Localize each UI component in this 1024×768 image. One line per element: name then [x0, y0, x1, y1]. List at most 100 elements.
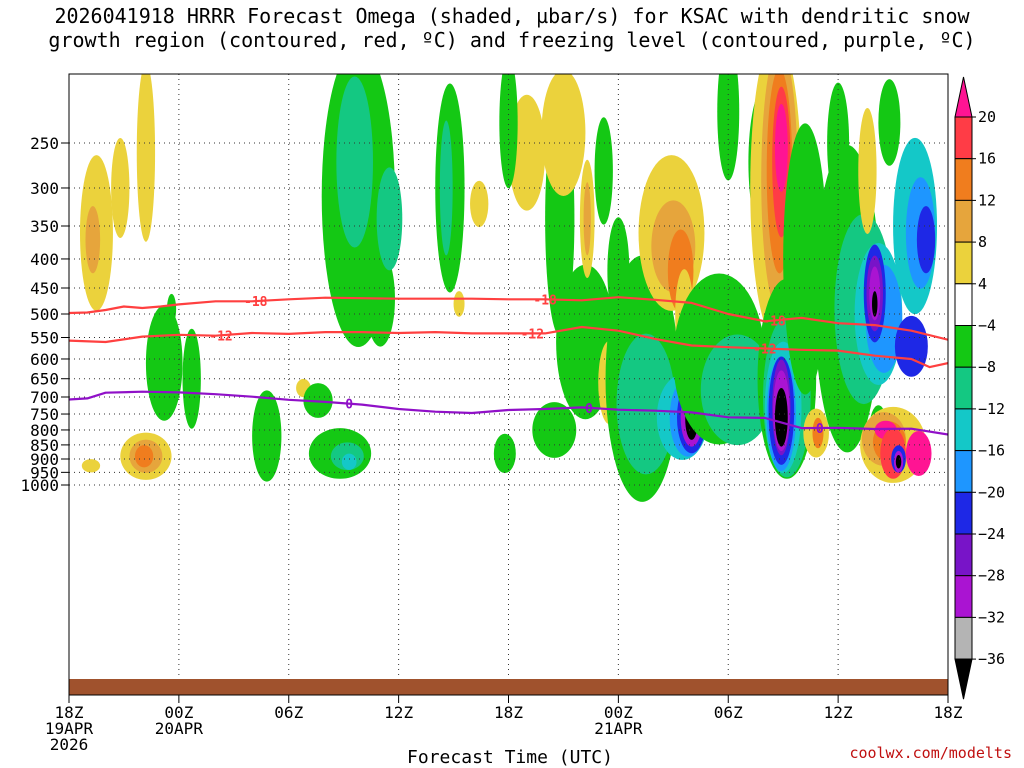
omega-region-w1 — [858, 107, 877, 234]
colorbar-arrow-bottom — [954, 658, 973, 700]
omega-region-g8 — [872, 291, 878, 317]
omega-region-g5 — [894, 315, 928, 377]
colorbar-bin — [954, 199, 973, 243]
contour-label: -12 — [753, 342, 776, 357]
y-tick-label: 900 — [30, 450, 59, 469]
colorbar-label: 12 — [978, 191, 996, 209]
chart-title-line-1: 2026041918 HRRR Forecast Omega (shaded, … — [54, 4, 970, 28]
omega-region-w2 — [583, 182, 591, 256]
colorbar-bin — [954, 116, 973, 160]
omega-region-g2 — [439, 120, 453, 256]
x-tick-label: 2026 — [50, 735, 89, 754]
omega-region-g1 — [493, 433, 516, 474]
colorbar-bin — [954, 616, 973, 660]
omega-region-g2 — [336, 76, 373, 248]
y-tick-label: 700 — [30, 388, 59, 407]
colorbar-bin — [954, 575, 973, 618]
colorbar-bin — [954, 408, 973, 452]
omega-region-g1 — [878, 79, 901, 166]
contour-label: -18 — [244, 295, 268, 310]
y-tick-label: 250 — [30, 134, 59, 153]
y-tick-label: 550 — [30, 329, 59, 348]
y-tick-label: 950 — [30, 463, 59, 482]
isotherm-line-freezing — [69, 390, 948, 436]
colorbar-bin — [954, 533, 973, 577]
omega-region-w3 — [812, 417, 824, 449]
x-tick-label: 12Z — [384, 703, 413, 722]
chart-title-line-2: growth region (contoured, red, ºC) and f… — [48, 28, 976, 52]
omega-region-w1 — [136, 74, 156, 242]
omega-region-g1 — [827, 82, 850, 204]
contour-label: -18 — [533, 293, 557, 308]
colorbar-label: 8 — [978, 233, 987, 251]
colorbar-label: −8 — [978, 358, 996, 376]
y-axis: 2503003504004505005506006507007508008509… — [20, 134, 69, 495]
isotherm-line-dgz — [69, 325, 948, 369]
y-tick-label: 650 — [30, 370, 59, 389]
colorbar-bin — [954, 366, 973, 410]
x-tick-label: 21APR — [594, 719, 643, 738]
omega-region-w3 — [134, 445, 154, 468]
x-tick-label: 12Z — [824, 703, 853, 722]
colorbar-bin — [954, 283, 973, 326]
colorbar-label: −24 — [978, 525, 1005, 543]
colorbar-label: −16 — [978, 442, 1005, 460]
y-tick-label: 300 — [30, 179, 59, 198]
colorbar-label: −28 — [978, 567, 1005, 585]
colorbar-label: 20 — [978, 108, 996, 126]
omega-region-g1 — [717, 74, 740, 181]
x-tick-label: 18Z — [934, 703, 963, 722]
omega-region-g1 — [166, 293, 177, 325]
y-tick-label: 800 — [30, 421, 59, 440]
chart-title: 2026041918 HRRR Forecast Omega (shaded, … — [0, 4, 1024, 52]
y-tick-label: 850 — [30, 436, 59, 455]
x-tick-label: 19APR — [45, 719, 94, 738]
colorbar-label: −20 — [978, 483, 1005, 501]
omega-region-w1 — [453, 291, 465, 317]
y-tick-label: 600 — [30, 350, 59, 369]
omega-region-w1 — [470, 180, 489, 228]
x-tick-label: 00Z — [164, 703, 193, 722]
omega-region-w5 — [905, 430, 932, 476]
contour-label: -12 — [209, 329, 232, 344]
omega-region-w1 — [81, 459, 101, 473]
omega-region-g1 — [594, 117, 613, 225]
colorbar-label: −12 — [978, 400, 1005, 418]
omega-region-g8 — [895, 454, 902, 469]
omega-region-w2 — [85, 206, 101, 274]
contour-label: 0 — [816, 422, 824, 437]
omega-region-g3 — [341, 453, 357, 470]
omega-region-g5 — [916, 206, 936, 274]
colorbar-bin — [954, 158, 973, 201]
y-tick-label: 450 — [30, 279, 59, 298]
colorbar-arrow-top — [954, 76, 973, 118]
y-tick-label: 350 — [30, 217, 59, 236]
colorbar-label: 4 — [978, 275, 987, 293]
x-tick-label: 06Z — [714, 703, 743, 722]
contour-label: 0 — [585, 402, 593, 417]
colorbar-label: 16 — [978, 150, 996, 168]
x-tick-label: 00Z — [604, 703, 633, 722]
contour-lines: -18 -18 -18 -12 -12 -12 0 0 0 — [69, 293, 948, 437]
x-tick-label: 18Z — [494, 703, 523, 722]
y-tick-label: 750 — [30, 405, 59, 424]
omega-region-w5 — [774, 103, 788, 192]
colorbar-label: −32 — [978, 608, 1005, 626]
colorbar-label: −36 — [978, 650, 1005, 668]
omega-region-w1 — [508, 94, 546, 211]
colorbar-bin — [954, 450, 973, 493]
credit-text: coolwx.com/modelts — [849, 744, 1012, 762]
x-axis-label: Forecast Time (UTC) — [407, 747, 613, 768]
x-tick-label: 18Z — [55, 703, 84, 722]
colorbar-label: −4 — [978, 317, 996, 335]
isotherm-line-dgz — [69, 296, 948, 341]
y-tick-label: 400 — [30, 250, 59, 269]
omega-region-g1 — [499, 74, 518, 189]
omega-region-w1 — [111, 137, 130, 238]
ground-bar — [69, 679, 948, 695]
omega-region-g1 — [252, 390, 282, 482]
colorbar-bin — [954, 325, 973, 368]
x-tick-label: 20APR — [155, 719, 204, 738]
y-tick-label: 500 — [30, 305, 59, 324]
